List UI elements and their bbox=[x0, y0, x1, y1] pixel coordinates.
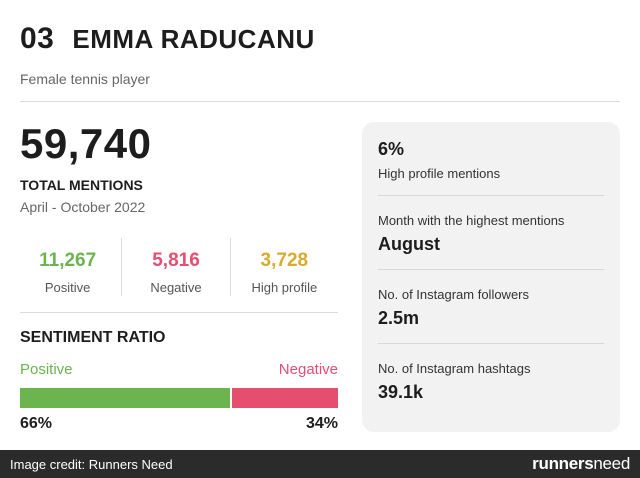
athlete-name: EMMA RADUCANU bbox=[72, 24, 315, 54]
header-divider bbox=[20, 101, 620, 102]
card-header: 03 EMMA RADUCANU bbox=[20, 22, 315, 56]
date-range: April - October 2022 bbox=[20, 199, 146, 215]
sentiment-negative-label: Negative bbox=[278, 361, 338, 378]
stat-negative: 5,816 Negative bbox=[121, 238, 229, 296]
logo-accent-text: need bbox=[593, 454, 630, 473]
fact-value: 2.5m bbox=[378, 308, 420, 328]
stat-positive: 11,267 Positive bbox=[14, 238, 121, 296]
sentiment-positive-label: Positive bbox=[20, 361, 73, 378]
fact-value: 6% bbox=[378, 139, 405, 159]
section-divider bbox=[20, 312, 338, 313]
fact-label: High profile mentions bbox=[378, 166, 501, 181]
stat-positive-label: Positive bbox=[44, 280, 91, 295]
fact-label: No. of Instagram followers bbox=[378, 287, 530, 302]
stat-negative-label: Negative bbox=[150, 280, 202, 295]
sentiment-bar-negative bbox=[231, 388, 338, 408]
athlete-card: 03 EMMA RADUCANU Female tennis player 59… bbox=[14, 22, 620, 432]
fact-highest-month: Month with the highest mentions August bbox=[378, 196, 604, 270]
stat-negative-value: 5,816 bbox=[152, 250, 200, 271]
logo-main-text: runners bbox=[532, 454, 594, 473]
footer-bar: Image credit: Runners Need runnersneed bbox=[0, 450, 640, 478]
sentiment-positive-percent: 66% bbox=[20, 415, 53, 432]
facts-panel: 6% High profile mentions Month with the … bbox=[362, 122, 620, 432]
total-mentions-label: TOTAL MENTIONS bbox=[20, 177, 143, 193]
sentiment-bar-positive bbox=[20, 388, 230, 408]
stat-positive-value: 11,267 bbox=[39, 250, 97, 271]
total-mentions-count: 59,740 bbox=[20, 120, 152, 167]
sentiment-negative-percent: 34% bbox=[305, 415, 338, 432]
runners-need-logo: runnersneed bbox=[532, 454, 630, 474]
fact-high-profile-mentions: 6% High profile mentions bbox=[378, 122, 604, 196]
sentiment-ratio-bar bbox=[20, 388, 338, 408]
mention-stats: 11,267 Positive 5,816 Negative 3,728 Hig… bbox=[14, 238, 338, 296]
fact-label: No. of Instagram hashtags bbox=[378, 361, 531, 376]
stat-high-profile: 3,728 High profile bbox=[229, 238, 338, 296]
fact-instagram-followers: No. of Instagram followers 2.5m bbox=[378, 270, 604, 344]
fact-value: August bbox=[378, 234, 440, 254]
image-credit: Image credit: Runners Need bbox=[10, 456, 173, 472]
stat-high-profile-value: 3,728 bbox=[260, 250, 309, 271]
rank-number: 03 bbox=[20, 22, 55, 55]
fact-instagram-hashtags: No. of Instagram hashtags 39.1k bbox=[378, 344, 604, 417]
sentiment-ratio-title: SENTIMENT RATIO bbox=[20, 329, 166, 346]
fact-value: 39.1k bbox=[378, 382, 424, 402]
fact-label: Month with the highest mentions bbox=[378, 213, 565, 228]
athlete-description: Female tennis player bbox=[20, 71, 150, 87]
stat-high-profile-label: High profile bbox=[251, 280, 318, 295]
